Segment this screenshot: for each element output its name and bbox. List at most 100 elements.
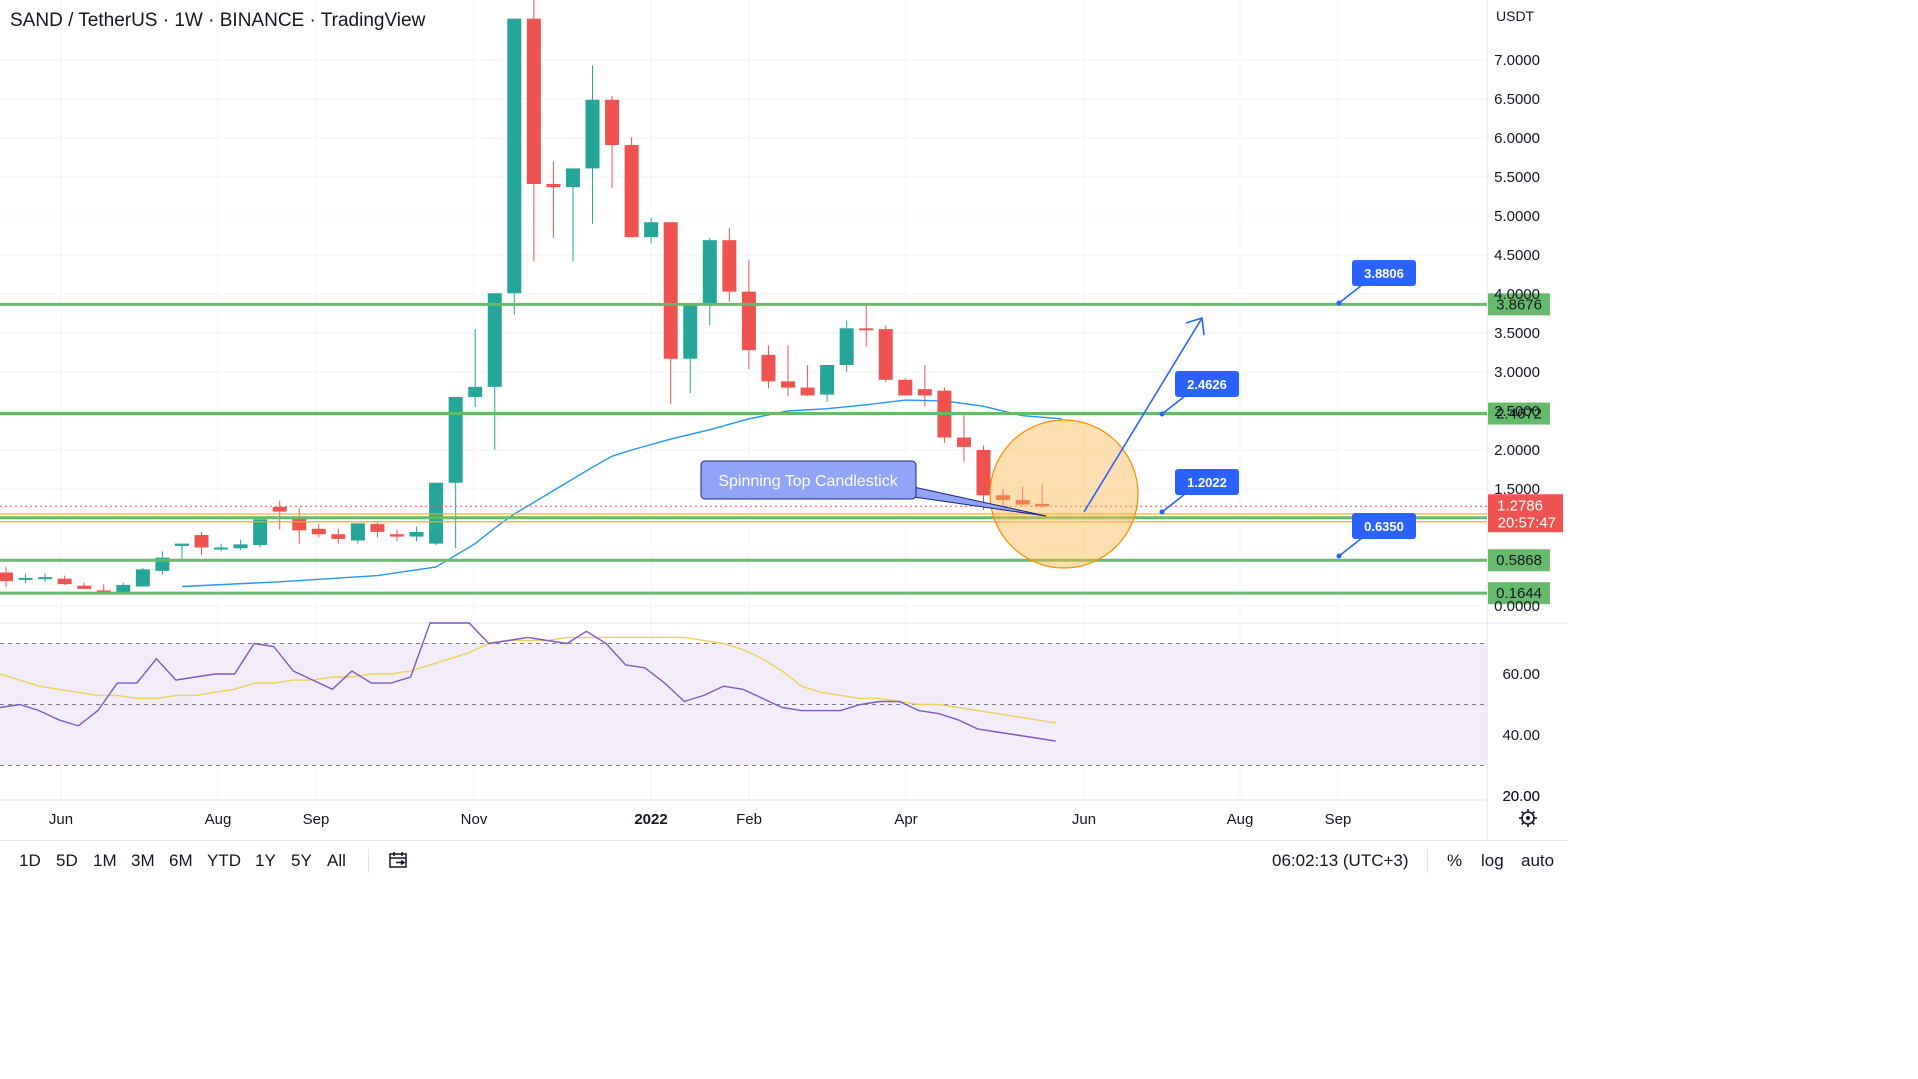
price-tick-label: 3.5000 [1494, 325, 1540, 342]
range-all-button[interactable]: All [327, 851, 346, 870]
price-tick-label: 6.5000 [1494, 91, 1540, 108]
candle-body [429, 482, 444, 544]
price-tick-label: 2.0000 [1494, 442, 1540, 459]
range-6m-button[interactable]: 6M [169, 851, 193, 870]
range-1d-button[interactable]: 1D [19, 851, 41, 870]
level-price-badge [1488, 549, 1550, 572]
range-ytd-button[interactable]: YTD [207, 851, 241, 870]
auto-toggle[interactable]: auto [1521, 851, 1555, 870]
candle-body [820, 364, 835, 395]
divider [368, 849, 369, 873]
range-5d-button[interactable]: 5D [56, 851, 78, 870]
candle-body [663, 222, 678, 359]
price-callout-box [1352, 260, 1416, 286]
candle-body [956, 437, 971, 447]
time-tick-label: Aug [1227, 811, 1254, 828]
price-callout-box [1352, 513, 1416, 539]
horizontal-levels[interactable]: 3.86762.46721.13220.58680.16441.278620:5… [0, 293, 1563, 605]
price-callout-anchor [1159, 509, 1165, 515]
price-callout-leader [1161, 395, 1186, 415]
candle-body [350, 523, 365, 541]
candle-body [565, 168, 580, 188]
chart-title: SAND / TetherUS · 1W · BINANCE · Trading… [10, 10, 426, 31]
candle-body [507, 18, 522, 294]
candle-body [468, 386, 483, 397]
candle-body [839, 328, 854, 365]
candle-body [624, 145, 639, 238]
price-tick-label: 1.5000 [1494, 481, 1540, 498]
price-tick-label: 7.0000 [1494, 52, 1540, 69]
divider [1427, 849, 1428, 873]
time-tick-label: Feb [736, 811, 762, 828]
rsi-tick-label: 40.00 [1502, 727, 1540, 744]
level-price-badge [1488, 582, 1550, 605]
candle-body [194, 535, 209, 548]
candle-body [976, 450, 991, 496]
time-tick-label: Jun [49, 811, 73, 828]
price-tick-label: 6.0000 [1494, 130, 1540, 147]
price-chart[interactable]: 3.86762.46721.13220.58680.16441.278620:5… [0, 0, 1568, 840]
candles [0, 0, 1050, 594]
price-tick-label: 2.5000 [1494, 403, 1540, 420]
log-toggle[interactable]: log [1481, 851, 1504, 870]
level-price-label: 2.4672 [1496, 406, 1542, 423]
candle-body [741, 291, 756, 351]
candle-body [644, 222, 659, 238]
arrow-head [1185, 316, 1205, 336]
range-5y-button[interactable]: 5Y [291, 851, 312, 870]
candle-body [135, 569, 150, 587]
rsi-tick-label: 20.00 [1502, 788, 1540, 805]
candle-body [409, 531, 424, 537]
callout-text: Spinning Top Candlestick [718, 473, 898, 490]
price-callout-label: 0.6350 [1364, 519, 1404, 534]
calendar-range-icon[interactable] [388, 850, 408, 870]
price-tick-label: 5.5000 [1494, 169, 1540, 186]
candle-body [77, 585, 92, 589]
candle-body [781, 381, 795, 388]
candle-body [253, 519, 268, 546]
time-tick-label: Sep [303, 811, 330, 828]
candle-body [292, 517, 307, 531]
grid [0, 0, 1487, 800]
price-callout-leader [1338, 537, 1363, 557]
candle-countdown-label: 20:57:47 [1498, 514, 1556, 531]
candle-body [546, 184, 561, 188]
clock-readout[interactable]: 06:02:13 (UTC+3) [1272, 851, 1409, 870]
time-tick-label: Nov [461, 811, 488, 828]
range-1m-button[interactable]: 1M [93, 851, 117, 870]
time-tick-label: Apr [894, 811, 917, 828]
candle-body [859, 328, 874, 331]
candle-body [116, 584, 131, 592]
gear-icon[interactable] [1519, 809, 1537, 827]
candle-body [370, 524, 385, 532]
price-callout-label: 2.4626 [1187, 377, 1227, 392]
candle-body [18, 577, 33, 580]
candle-body [702, 240, 717, 304]
price-callout-anchor [1159, 411, 1165, 417]
range-1y-button[interactable]: 1Y [255, 851, 276, 870]
candle-body [605, 99, 620, 146]
rsi-band [0, 643, 1487, 765]
candle-body [214, 547, 229, 550]
price-callout-leader [1161, 493, 1186, 513]
candle-body [722, 240, 737, 292]
candle-body [390, 534, 404, 537]
level-price-label: 0.5868 [1496, 552, 1542, 569]
current-price-label: 1.2786 [1497, 497, 1543, 514]
level-price-label: 3.8676 [1496, 296, 1542, 313]
price-callout-leader [1338, 284, 1363, 304]
range-3m-button[interactable]: 3M [131, 851, 155, 870]
rsi-line [0, 622, 1056, 742]
candle-body [272, 506, 287, 512]
price-tick-label: 4.5000 [1494, 247, 1540, 264]
price-tick-label: 5.0000 [1494, 208, 1540, 225]
projection-arrow [1083, 317, 1203, 513]
candle-body [38, 577, 53, 580]
candle-body [878, 329, 893, 380]
candle-body [585, 99, 600, 169]
rsi-tick-label: 60.00 [1502, 666, 1540, 683]
candle-body [233, 544, 248, 549]
percent-toggle[interactable]: % [1447, 851, 1463, 870]
annotations[interactable]: Spinning Top Candlestick 3.8806 2.4626 1.20… [700, 260, 1416, 569]
